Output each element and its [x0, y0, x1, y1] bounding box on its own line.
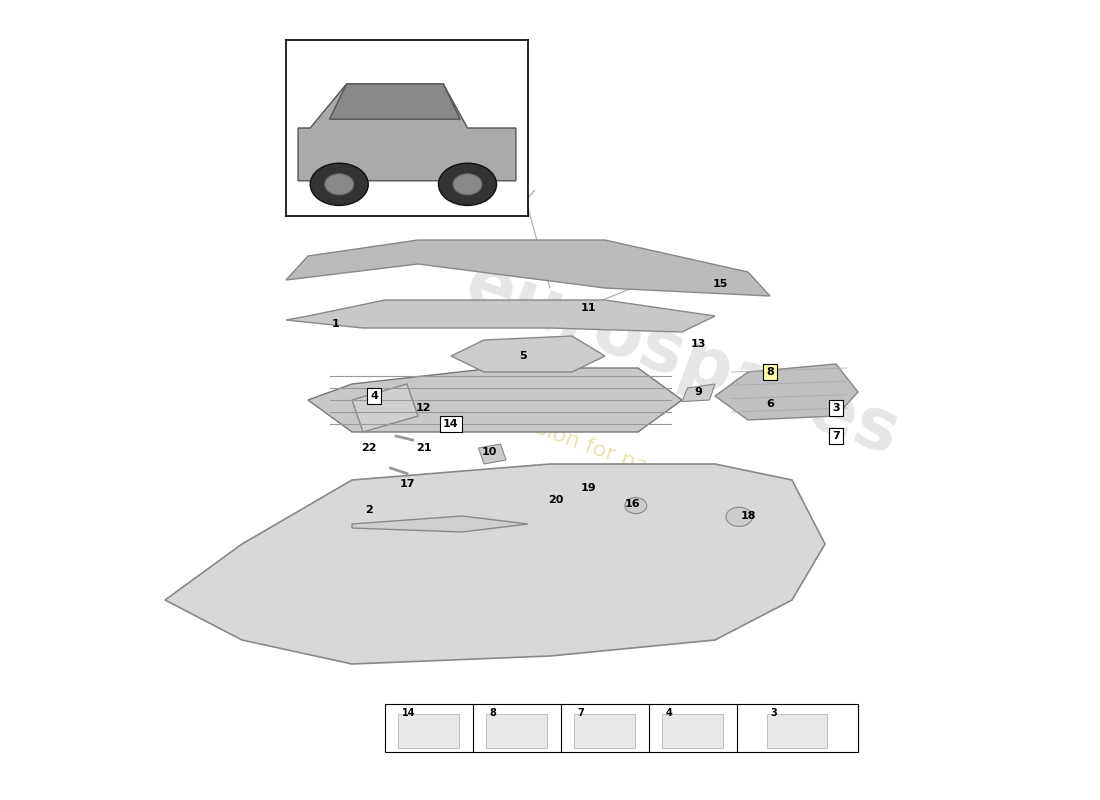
Polygon shape	[286, 240, 770, 296]
Bar	[574, 714, 635, 748]
Bar	[767, 714, 827, 748]
Circle shape	[453, 174, 482, 195]
Circle shape	[625, 498, 647, 514]
Text: 18: 18	[740, 511, 756, 521]
Text: 17: 17	[399, 479, 415, 489]
Text: 14: 14	[402, 708, 415, 718]
Text: 10: 10	[482, 447, 497, 457]
Text: 1: 1	[331, 319, 340, 329]
Polygon shape	[682, 384, 715, 402]
Polygon shape	[352, 516, 528, 532]
Text: 15: 15	[713, 279, 728, 289]
Text: 14: 14	[443, 419, 459, 429]
Bar	[398, 714, 459, 748]
Text: 6: 6	[766, 399, 774, 409]
Text: 2: 2	[364, 506, 373, 515]
Polygon shape	[308, 368, 682, 432]
Circle shape	[726, 507, 752, 526]
Text: 7: 7	[832, 431, 840, 441]
Circle shape	[324, 174, 354, 195]
Polygon shape	[715, 364, 858, 420]
Polygon shape	[286, 300, 715, 332]
Text: 3: 3	[833, 403, 839, 413]
Text: 7: 7	[578, 708, 584, 718]
Text: 8: 8	[766, 367, 774, 377]
Bar	[385, 704, 858, 752]
Text: 11: 11	[581, 303, 596, 313]
Text: 8: 8	[490, 708, 496, 718]
Text: 4: 4	[666, 708, 672, 718]
Bar	[486, 714, 547, 748]
Polygon shape	[330, 84, 460, 119]
Text: 13: 13	[691, 339, 706, 349]
Text: 21: 21	[416, 443, 431, 453]
Polygon shape	[298, 84, 516, 181]
Polygon shape	[352, 384, 418, 432]
Text: eurospares: eurospares	[455, 250, 909, 470]
Polygon shape	[478, 444, 506, 464]
Text: 16: 16	[625, 499, 640, 509]
Text: 4: 4	[370, 391, 378, 401]
Text: 12: 12	[416, 403, 431, 413]
Polygon shape	[165, 464, 825, 664]
Text: 22: 22	[361, 443, 376, 453]
Text: a passion for parts since 1985: a passion for parts since 1985	[476, 397, 800, 531]
Text: 9: 9	[694, 387, 703, 397]
Circle shape	[310, 163, 369, 206]
Text: 5: 5	[519, 351, 526, 361]
Bar	[662, 714, 723, 748]
Polygon shape	[451, 336, 605, 372]
Circle shape	[439, 163, 496, 206]
Text: 19: 19	[581, 483, 596, 493]
Text: 3: 3	[770, 708, 777, 718]
Text: 20: 20	[548, 495, 563, 505]
